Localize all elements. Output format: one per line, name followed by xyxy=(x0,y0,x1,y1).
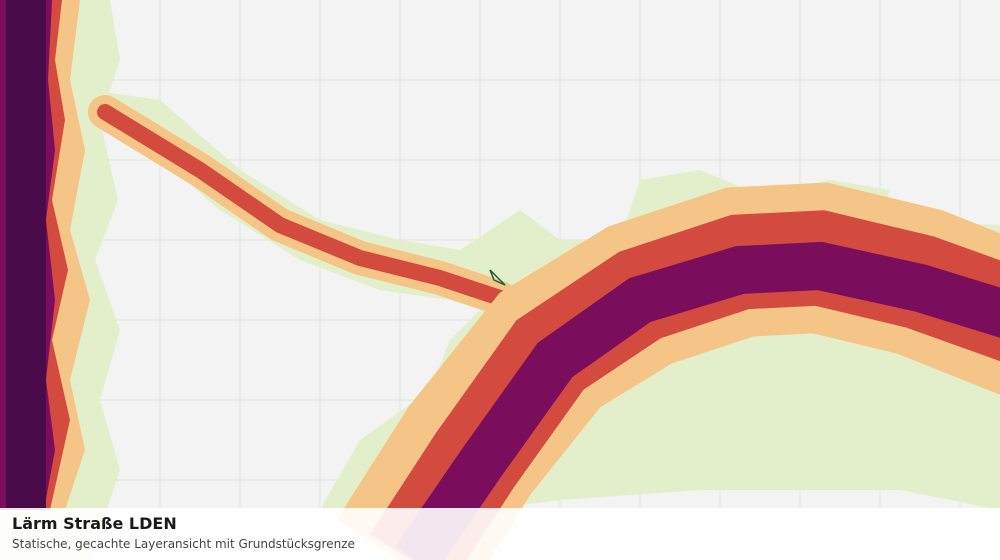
layer-subtitle: Statische, gecachte Layeransicht mit Gru… xyxy=(12,537,355,551)
parcel-boundary xyxy=(489,269,506,286)
minor-road-noise xyxy=(88,95,517,315)
layer-title: Lärm Straße LDEN xyxy=(12,514,177,533)
main-road-noise xyxy=(336,182,1000,560)
caption-panel: Lärm Straße LDEN Statische, gecachte Lay… xyxy=(0,508,1000,560)
noise-zone-max xyxy=(6,0,46,510)
